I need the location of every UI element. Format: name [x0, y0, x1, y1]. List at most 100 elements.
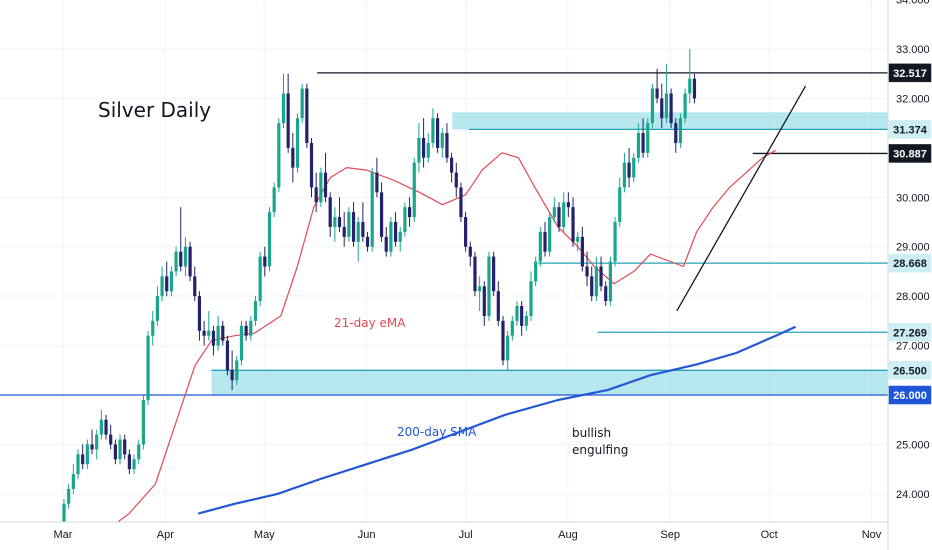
candle — [356, 217, 360, 262]
candle — [529, 271, 533, 321]
x-axis: Mar Apr May Jun Jul Aug Sep Oct Nov — [54, 529, 882, 541]
candle-body — [99, 419, 103, 435]
candle — [342, 212, 346, 247]
candle-body — [239, 325, 244, 361]
candle-body — [580, 236, 584, 267]
candle-body — [599, 266, 603, 287]
candle-body — [445, 133, 449, 158]
candle-body — [384, 236, 388, 252]
candle-body — [347, 212, 351, 237]
candle-body — [267, 212, 272, 267]
candle — [622, 152, 626, 193]
candle-body — [277, 123, 281, 188]
candle-body — [151, 320, 155, 336]
price-label-bg — [888, 385, 932, 405]
candle-body — [137, 444, 141, 460]
candle-body — [118, 439, 122, 460]
y-tick-label: 24.000 — [896, 489, 930, 501]
candle-body — [132, 459, 136, 470]
candle — [202, 320, 206, 346]
candle — [104, 414, 108, 440]
candle — [557, 202, 561, 232]
candle — [487, 251, 491, 321]
candle-body — [389, 222, 393, 252]
x-tick-label: May — [254, 529, 275, 541]
candle — [393, 212, 398, 247]
candle — [524, 310, 528, 331]
price-label-bg — [888, 144, 932, 163]
candle-body — [501, 320, 505, 361]
candle — [646, 118, 650, 158]
price-label-bg — [888, 323, 932, 342]
candle-body — [627, 162, 631, 178]
candle — [67, 483, 71, 509]
candle-body — [604, 286, 608, 302]
candle — [365, 231, 370, 252]
candle — [389, 217, 393, 257]
candle — [333, 207, 337, 242]
candle — [193, 266, 197, 302]
candle — [118, 434, 122, 465]
candle — [501, 315, 505, 366]
price-label-text: 31.374 — [893, 124, 928, 136]
candle — [286, 73, 290, 153]
candle-body — [562, 202, 566, 227]
candle-body — [655, 88, 659, 99]
candle-body — [365, 236, 370, 247]
candle-body — [506, 335, 510, 361]
y-tick-label: 29.000 — [896, 242, 930, 254]
candle-body — [622, 162, 626, 188]
candle-body — [632, 157, 636, 178]
candle-body — [557, 207, 561, 227]
candle-body — [379, 192, 384, 237]
candle-body — [636, 133, 641, 158]
x-axis-background — [0, 522, 888, 550]
y-axis: 34.000 33.000 32.000 30.000 29.000 28.000 27.0… — [896, 0, 930, 501]
candle-body — [81, 454, 85, 465]
candle-body — [674, 123, 678, 143]
candle — [650, 83, 655, 129]
candle-body — [482, 286, 486, 316]
candle — [632, 152, 636, 183]
candle-body — [328, 197, 332, 227]
candle — [417, 123, 421, 173]
candle — [95, 429, 99, 460]
x-tick-label: Nov — [862, 529, 882, 541]
candle — [482, 281, 486, 326]
candle — [459, 182, 463, 223]
candle-body — [356, 222, 360, 242]
candle — [179, 207, 183, 272]
candle-body — [309, 142, 314, 188]
candle — [263, 246, 267, 277]
x-tick-label: Jun — [358, 529, 376, 541]
y-tick-label: 32.000 — [896, 93, 930, 105]
candle-body — [548, 217, 552, 252]
candle-body — [342, 226, 346, 237]
candle — [277, 118, 281, 193]
candle — [281, 73, 286, 129]
candle — [137, 439, 141, 465]
candle — [398, 226, 402, 252]
candle — [562, 192, 566, 232]
candle-body — [319, 172, 323, 203]
candle — [613, 217, 617, 267]
candle — [300, 83, 304, 124]
x-tick-label: Oct — [761, 529, 778, 541]
candle-body — [543, 231, 547, 252]
zone-26 — [211, 370, 888, 396]
sma-200-line — [198, 325, 797, 515]
candle — [580, 226, 584, 272]
candle — [636, 123, 641, 163]
candle-body — [253, 301, 258, 321]
pattern-label-line2: engulfing — [572, 443, 628, 457]
candle-body — [618, 187, 622, 223]
candle-body — [492, 256, 496, 292]
candle-body — [692, 78, 697, 99]
candle-body — [585, 266, 589, 277]
candle — [319, 167, 323, 208]
candle-body — [520, 306, 524, 326]
candle-body — [165, 276, 169, 292]
price-label: 30.887 — [888, 144, 932, 163]
x-tick-label: Aug — [558, 529, 578, 541]
candle — [272, 182, 276, 218]
